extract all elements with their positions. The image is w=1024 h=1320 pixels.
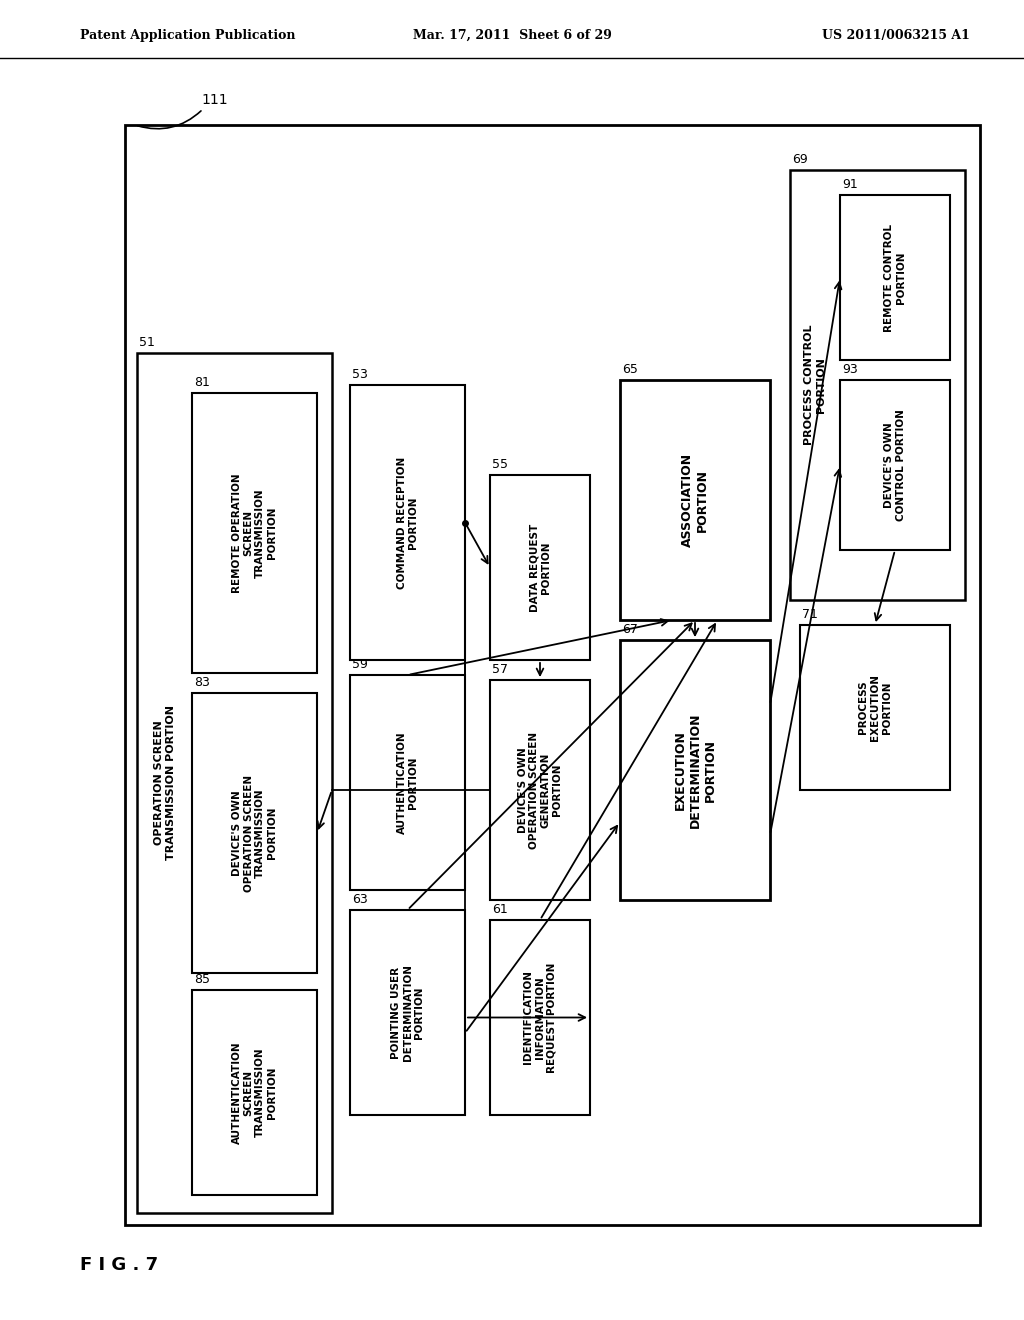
Text: COMMAND RECEPTION
PORTION: COMMAND RECEPTION PORTION xyxy=(396,457,418,589)
Text: US 2011/0063215 A1: US 2011/0063215 A1 xyxy=(822,29,970,41)
Text: 83: 83 xyxy=(194,676,210,689)
Text: 67: 67 xyxy=(622,623,638,636)
Text: 93: 93 xyxy=(842,363,858,376)
Text: 59: 59 xyxy=(352,657,368,671)
Text: POINTING USER
DETERMINATION
PORTION: POINTING USER DETERMINATION PORTION xyxy=(391,964,424,1061)
Text: 53: 53 xyxy=(352,368,368,381)
Text: 65: 65 xyxy=(622,363,638,376)
Text: REMOTE CONTROL
PORTION: REMOTE CONTROL PORTION xyxy=(884,223,906,331)
Text: PROCESS
EXECUTION
PORTION: PROCESS EXECUTION PORTION xyxy=(858,675,892,741)
Text: AUTHENTICATION
PORTION: AUTHENTICATION PORTION xyxy=(396,731,418,834)
Text: DEVICE'S OWN
OPERATION SCREEN
GENERATION
PORTION: DEVICE'S OWN OPERATION SCREEN GENERATION… xyxy=(517,731,562,849)
Text: 55: 55 xyxy=(492,458,508,471)
Text: DEVICE'S OWN
CONTROL PORTION: DEVICE'S OWN CONTROL PORTION xyxy=(884,409,906,521)
Bar xyxy=(490,475,590,660)
Text: 111: 111 xyxy=(202,92,228,107)
Bar xyxy=(620,640,770,900)
Text: OPERATION SCREEN
TRANSMISSION PORTION: OPERATION SCREEN TRANSMISSION PORTION xyxy=(155,705,176,861)
Bar xyxy=(840,195,950,360)
Bar xyxy=(490,680,590,900)
Text: IDENTIFICATION
INFORMATION
REQUEST PORTION: IDENTIFICATION INFORMATION REQUEST PORTI… xyxy=(523,962,557,1073)
Text: 61: 61 xyxy=(492,903,508,916)
Text: 69: 69 xyxy=(792,153,808,166)
Bar xyxy=(193,990,317,1195)
Bar xyxy=(193,693,317,973)
Bar xyxy=(490,920,590,1115)
Bar xyxy=(350,909,465,1115)
Text: EXECUTION
DETERMINATION
PORTION: EXECUTION DETERMINATION PORTION xyxy=(674,713,717,828)
Text: ASSOCIATION
PORTION: ASSOCIATION PORTION xyxy=(681,453,709,546)
Text: Mar. 17, 2011  Sheet 6 of 29: Mar. 17, 2011 Sheet 6 of 29 xyxy=(413,29,611,41)
Text: 51: 51 xyxy=(139,337,155,348)
Bar xyxy=(800,624,950,789)
Bar xyxy=(137,352,332,1213)
Text: DATA REQUEST
PORTION: DATA REQUEST PORTION xyxy=(529,523,551,611)
Text: 91: 91 xyxy=(842,178,858,191)
Text: DEVICE'S OWN
OPERATION SCREEN
TRANSMISSION
PORTION: DEVICE'S OWN OPERATION SCREEN TRANSMISSI… xyxy=(232,775,276,891)
Text: 57: 57 xyxy=(492,663,508,676)
Bar xyxy=(620,380,770,620)
Bar xyxy=(350,385,465,660)
Bar xyxy=(193,393,317,673)
Text: 85: 85 xyxy=(194,973,210,986)
Text: Patent Application Publication: Patent Application Publication xyxy=(80,29,296,41)
Text: REMOTE OPERATION
SCREEN
TRANSMISSION
PORTION: REMOTE OPERATION SCREEN TRANSMISSION POR… xyxy=(232,473,276,593)
Text: 63: 63 xyxy=(352,894,368,906)
Bar xyxy=(125,125,980,1225)
Text: AUTHENTICATION
SCREEN
TRANSMISSION
PORTION: AUTHENTICATION SCREEN TRANSMISSION PORTI… xyxy=(232,1041,276,1144)
Text: F I G . 7: F I G . 7 xyxy=(80,1257,158,1274)
Bar xyxy=(790,170,965,601)
Bar xyxy=(840,380,950,550)
Text: PROCESS CONTROL
PORTION: PROCESS CONTROL PORTION xyxy=(804,325,825,445)
Text: 81: 81 xyxy=(194,376,210,389)
Bar xyxy=(350,675,465,890)
Text: 71: 71 xyxy=(802,609,818,620)
